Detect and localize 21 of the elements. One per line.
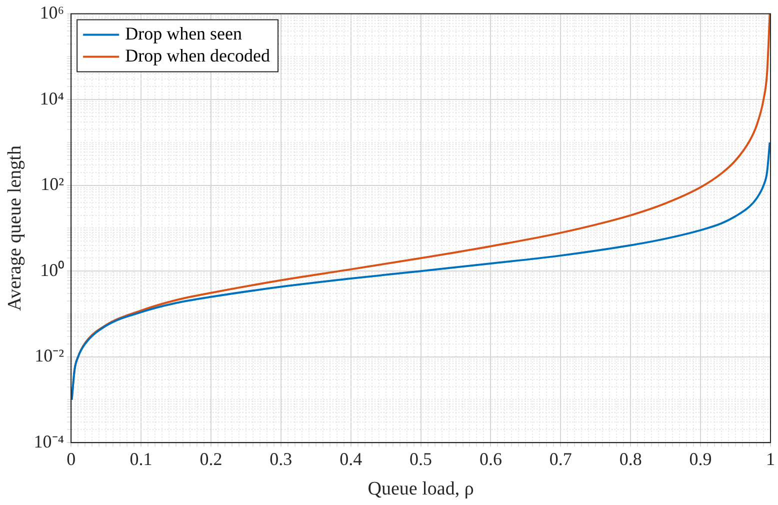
x-tick-label: 0.9 xyxy=(689,449,712,470)
y-tick-label: 10² xyxy=(40,174,64,194)
x-tick-label: 1 xyxy=(766,449,775,470)
x-tick-label: 0.3 xyxy=(270,449,292,470)
x-tick-label: 0.7 xyxy=(549,449,572,470)
legend-label: Drop when decoded xyxy=(125,46,270,66)
y-tick-label: 10⁶ xyxy=(40,2,64,23)
y-tick-label: 10⁻⁴ xyxy=(34,431,64,452)
x-tick-label: 0.2 xyxy=(200,449,222,470)
x-tick-label: 0.6 xyxy=(479,449,502,470)
y-tick-label: 10⁻² xyxy=(34,346,64,366)
y-tick-label: 10⁴ xyxy=(40,88,64,108)
x-tick-label: 0 xyxy=(66,449,76,470)
x-axis-title: Queue load, ρ xyxy=(368,478,474,500)
x-tick-label: 0.8 xyxy=(619,449,642,470)
x-tick-label: 0.4 xyxy=(340,449,362,470)
x-tick-label: 0.5 xyxy=(410,449,432,470)
x-tick-label: 0.1 xyxy=(130,449,152,470)
legend-label: Drop when seen xyxy=(125,24,242,44)
y-axis-title: Average queue length xyxy=(4,145,26,311)
y-tick-label: 10⁰ xyxy=(40,260,64,280)
